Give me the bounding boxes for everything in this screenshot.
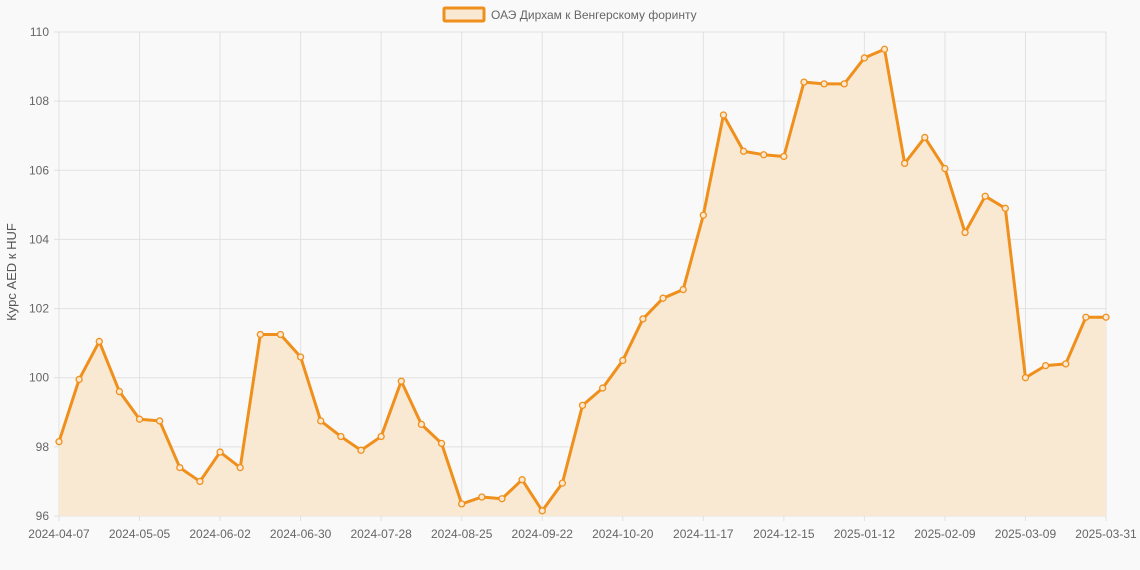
- x-tick-label: 2024-06-30: [270, 527, 332, 541]
- y-tick-label: 110: [30, 25, 49, 39]
- data-point: [518, 476, 526, 484]
- y-tick-label: 100: [29, 371, 49, 385]
- data-point: [498, 495, 506, 503]
- data-points: [55, 45, 1110, 515]
- data-point: [679, 285, 687, 294]
- x-tick-label: 2024-08-25: [431, 527, 493, 541]
- x-tick-label: 2024-07-28: [350, 527, 412, 541]
- data-point: [981, 192, 989, 200]
- data-point: [135, 415, 144, 423]
- data-point: [417, 420, 426, 429]
- data-point: [276, 330, 285, 339]
- x-tick-label: 2024-12-15: [753, 527, 815, 541]
- data-point: [115, 387, 124, 396]
- data-point: [901, 159, 909, 168]
- data-point: [1102, 313, 1110, 321]
- data-point: [1021, 374, 1030, 382]
- data-point: [820, 80, 828, 88]
- data-point: [357, 446, 365, 454]
- data-point: [598, 384, 607, 392]
- data-point: [860, 54, 869, 62]
- data-point: [800, 78, 808, 86]
- data-point: [458, 500, 466, 508]
- data-point: [578, 401, 587, 410]
- x-tick-label: 2024-10-20: [592, 527, 654, 541]
- data-point: [1041, 361, 1050, 370]
- data-point: [317, 417, 325, 425]
- y-tick-label: 104: [29, 232, 49, 246]
- x-axis-ticks: 2024-04-07 2024-05-05 2024-06-02 2024-06-30…: [28, 527, 1137, 541]
- data-point: [296, 353, 305, 361]
- data-point: [780, 152, 788, 161]
- x-tick-label: 2024-09-22: [512, 527, 574, 541]
- data-point: [216, 448, 224, 456]
- y-axis-title: Курс AED к HUF: [4, 223, 19, 321]
- data-point: [961, 228, 969, 237]
- data-point: [699, 211, 707, 219]
- data-point: [478, 493, 486, 501]
- data-point: [337, 432, 345, 441]
- y-tick-label: 106: [29, 163, 49, 177]
- data-point: [619, 356, 627, 365]
- legend-label[interactable]: ОАЭ Дирхам к Венгерскому форинту: [491, 8, 697, 22]
- data-point: [1062, 360, 1070, 368]
- data-point: [377, 432, 385, 441]
- data-point: [538, 507, 546, 515]
- data-point: [880, 45, 889, 53]
- y-tick-label: 108: [29, 94, 49, 108]
- data-point: [739, 147, 748, 155]
- data-point: [55, 438, 63, 446]
- x-tick-label: 2024-05-05: [109, 527, 171, 541]
- data-point: [760, 151, 768, 159]
- data-point: [196, 477, 204, 486]
- legend[interactable]: ОАЭ Дирхам к Венгерскому форинту: [442, 6, 697, 23]
- data-point: [176, 463, 184, 472]
- data-point: [437, 439, 446, 448]
- data-point: [1001, 204, 1009, 212]
- data-point: [941, 164, 949, 173]
- x-tick-label: 2025-02-09: [914, 527, 976, 541]
- data-point: [75, 375, 83, 384]
- data-point: [558, 479, 567, 487]
- y-tick-label: 98: [36, 440, 50, 454]
- data-point: [921, 133, 929, 142]
- x-tick-label: 2024-06-02: [189, 527, 251, 541]
- data-point: [719, 111, 728, 119]
- data-point: [256, 330, 264, 339]
- x-tick-label: 2024-04-07: [28, 527, 90, 541]
- x-tick-label: 2025-03-09: [995, 527, 1057, 541]
- y-axis-ticks: 96 98 100 102 104 106 108 110: [29, 25, 49, 523]
- x-tick-label: 2025-01-12: [834, 527, 896, 541]
- data-point: [156, 417, 164, 425]
- data-point: [659, 294, 667, 302]
- legend-swatch[interactable]: [442, 6, 486, 23]
- data-point: [236, 463, 244, 472]
- data-point: [1082, 313, 1090, 321]
- x-tick-label: 2024-11-17: [673, 527, 734, 541]
- data-point: [639, 315, 647, 323]
- x-tick-label: 2025-03-31: [1075, 527, 1137, 541]
- data-point: [397, 377, 405, 385]
- data-point: [95, 337, 103, 346]
- area-fill: [59, 49, 1106, 516]
- y-tick-label: 102: [29, 302, 49, 316]
- y-tick-label: 96: [36, 509, 50, 523]
- data-point: [840, 80, 848, 88]
